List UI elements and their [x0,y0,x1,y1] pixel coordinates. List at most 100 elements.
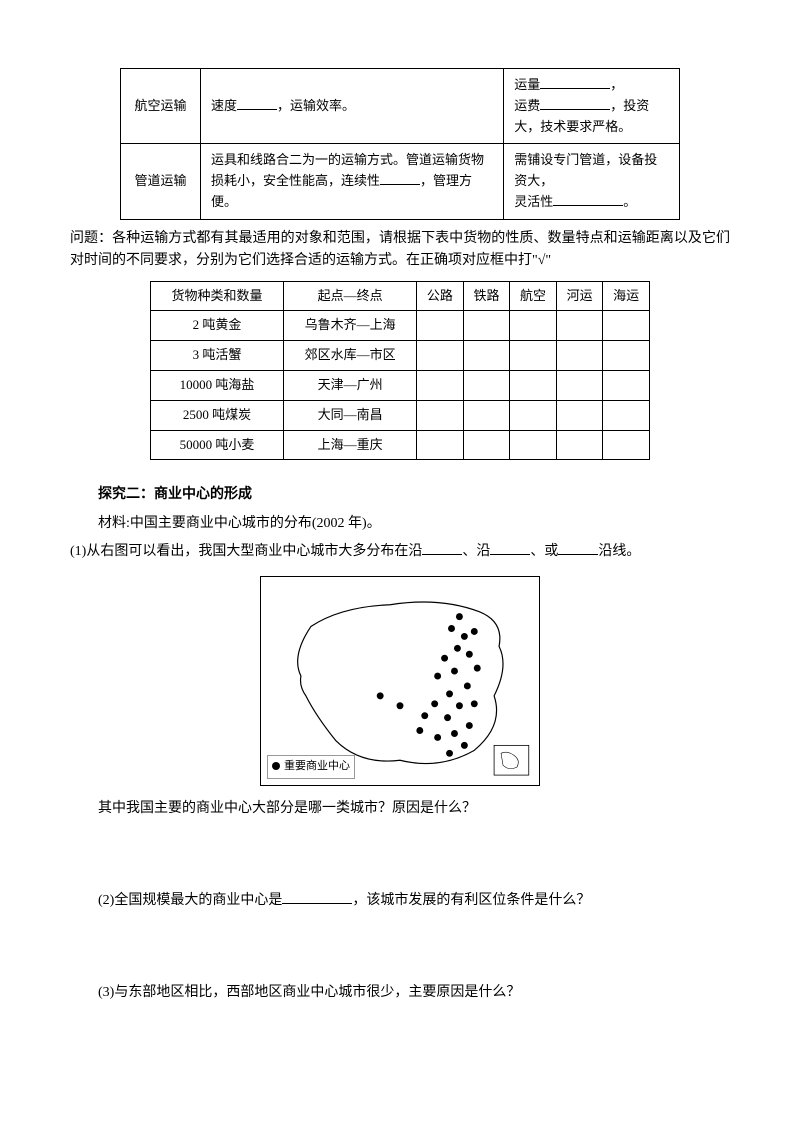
commerce-center-dot [456,702,463,709]
header-cell: 铁路 [463,281,510,311]
checkbox-cell[interactable] [603,311,650,341]
question-2: (2)全国规模最大的商业中心是，该城市发展的有利区位条件是什么？ [70,890,730,912]
route-cell: 上海—重庆 [284,430,417,460]
header-cell: 航空 [510,281,557,311]
commerce-center-dot [464,682,471,689]
commerce-center-dot [434,672,441,679]
commerce-center-dot [444,714,451,721]
checkbox-cell[interactable] [556,400,603,430]
blank-field[interactable] [553,193,623,206]
header-cell: 海运 [603,281,650,311]
disadvantages-cell: 需铺设专门管道，设备投资大， 灵活性。 [504,144,680,219]
table-row: 3 吨活蟹 郊区水库—市区 [151,341,650,371]
cargo-cell: 3 吨活蟹 [151,341,284,371]
blank-field[interactable] [558,541,598,555]
cargo-cell: 10000 吨海盐 [151,370,284,400]
commerce-center-dot [471,628,478,635]
route-cell: 天津—广州 [284,370,417,400]
advantages-cell: 速度，运输效率。 [201,69,504,144]
blank-field[interactable] [237,97,277,110]
checkbox-cell[interactable] [556,311,603,341]
checkbox-cell[interactable] [417,341,464,371]
route-cell: 乌鲁木齐—上海 [284,311,417,341]
legend-dot-icon [272,762,280,770]
china-map-figure: 重要商业中心 [260,576,540,786]
commerce-center-dot [446,749,453,756]
checkbox-cell[interactable] [510,341,557,371]
question-3: (3)与东部地区相比，西部地区商业中心城市很少，主要原因是什么？ [70,982,730,1004]
checkbox-cell[interactable] [603,430,650,460]
table-row: 2500 吨煤炭 大同—南昌 [151,400,650,430]
route-cell: 郊区水库—市区 [284,341,417,371]
china-outline [298,601,503,763]
table-row: 10000 吨海盐 天津—广州 [151,370,650,400]
question-1b: 其中我国主要的商业中心大部分是哪一类城市？原因是什么？ [70,798,730,820]
commerce-center-dot [434,734,441,741]
commerce-center-dot [377,692,384,699]
blank-field[interactable] [540,76,610,89]
map-legend: 重要商业中心 [267,755,355,779]
checkbox-cell[interactable] [417,400,464,430]
checkbox-cell[interactable] [510,311,557,341]
commerce-center-dot [448,625,455,632]
blank-field[interactable] [490,541,530,555]
table-row: 航空运输 速度，运输效率。 运量， 运费，投资大，技术要求严格。 [121,69,680,144]
question-1: (1)从右图可以看出，我国大型商业中心城市大多分布在沿、沿、或沿线。 [70,541,730,563]
header-cell: 货物种类和数量 [151,281,284,311]
cargo-selection-table: 货物种类和数量 起点—终点 公路 铁路 航空 河运 海运 2 吨黄金 乌鲁木齐—… [150,281,650,461]
commerce-center-dot [461,741,468,748]
blank-field[interactable] [380,172,420,185]
cargo-cell: 50000 吨小麦 [151,430,284,460]
checkbox-cell[interactable] [417,430,464,460]
commerce-center-dot [461,632,468,639]
mode-cell: 管道运输 [121,144,201,219]
transport-modes-table: 航空运输 速度，运输效率。 运量， 运费，投资大，技术要求严格。 管道运输 运具… [120,68,680,220]
checkbox-cell[interactable] [510,400,557,430]
checkbox-cell[interactable] [463,341,510,371]
commerce-center-dot [454,644,461,651]
checkbox-cell[interactable] [463,311,510,341]
checkbox-cell[interactable] [463,400,510,430]
blank-field[interactable] [282,890,352,904]
commerce-center-dot [466,722,473,729]
map-dots-group [377,613,481,757]
checkbox-cell[interactable] [556,370,603,400]
checkbox-cell[interactable] [510,370,557,400]
table-header-row: 货物种类和数量 起点—终点 公路 铁路 航空 河运 海运 [151,281,650,311]
china-map-svg [261,577,539,785]
table-row: 管道运输 运具和线路合二为一的运输方式。管道运输货物损耗小，安全性能高，连续性，… [121,144,680,219]
legend-label: 重要商业中心 [284,760,350,772]
blank-field[interactable] [422,541,462,555]
disadvantages-cell: 运量， 运费，投资大，技术要求严格。 [504,69,680,144]
checkbox-cell[interactable] [417,370,464,400]
checkbox-cell[interactable] [603,400,650,430]
material-text: 材料:中国主要商业中心城市的分布(2002 年)。 [70,513,730,535]
route-cell: 大同—南昌 [284,400,417,430]
cargo-cell: 2500 吨煤炭 [151,400,284,430]
checkbox-cell[interactable] [603,341,650,371]
checkbox-cell[interactable] [463,370,510,400]
commerce-center-dot [451,667,458,674]
table-row: 50000 吨小麦 上海—重庆 [151,430,650,460]
checkbox-cell[interactable] [463,430,510,460]
commerce-center-dot [441,654,448,661]
checkbox-cell[interactable] [603,370,650,400]
commerce-center-dot [397,702,404,709]
inset-islands [501,752,518,769]
commerce-center-dot [456,613,463,620]
checkbox-cell[interactable] [510,430,557,460]
commerce-center-dot [446,690,453,697]
table-row: 2 吨黄金 乌鲁木齐—上海 [151,311,650,341]
advantages-cell: 运具和线路合二为一的运输方式。管道运输货物损耗小，安全性能高，连续性，管理方便。 [201,144,504,219]
header-cell: 公路 [417,281,464,311]
blank-field[interactable] [540,97,610,110]
commerce-center-dot [471,700,478,707]
mode-cell: 航空运输 [121,69,201,144]
commerce-center-dot [474,664,481,671]
cargo-cell: 2 吨黄金 [151,311,284,341]
checkbox-cell[interactable] [556,430,603,460]
checkbox-cell[interactable] [417,311,464,341]
section-title: 探究二：商业中心的形成 [70,484,730,506]
header-cell: 河运 [556,281,603,311]
checkbox-cell[interactable] [556,341,603,371]
